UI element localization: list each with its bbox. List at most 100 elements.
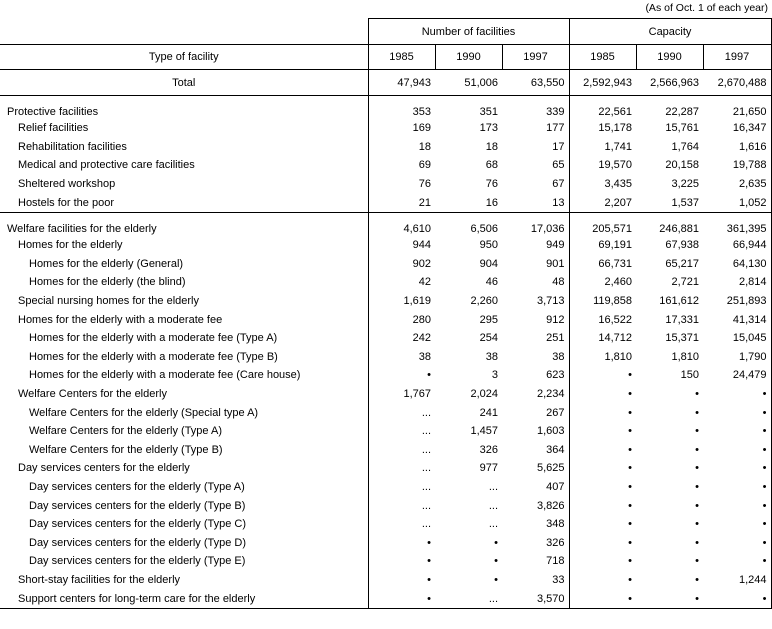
row-label: Welfare Centers for the elderly (Type A) — [29, 425, 222, 438]
data-row: Homes for the elderly with a moderate fe… — [0, 328, 772, 348]
cell: 2,566,963 — [636, 69, 704, 96]
cell: 977 — [479, 462, 498, 475]
cell: 944 — [367, 235, 435, 255]
cell: 46 — [485, 276, 498, 289]
cell: 19,788 — [703, 156, 772, 175]
cell: • — [568, 533, 637, 553]
cell: 2,024 — [470, 388, 498, 401]
data-row: Day services centers for the elderly (Ty… — [0, 477, 772, 497]
data-row: Day services centers for the elderly... 9… — [0, 459, 772, 478]
cell: • — [695, 443, 700, 456]
cell: 1,052 — [703, 193, 772, 213]
cell: 13 — [552, 196, 565, 209]
cell: 623 — [546, 369, 565, 382]
cell: 5,625 — [537, 462, 565, 475]
row-label: Protective facilities — [7, 106, 99, 118]
cell: 64,130 — [703, 254, 772, 274]
cell: • — [568, 496, 637, 515]
cell: • — [703, 514, 772, 534]
data-row: Day services centers for the elderly (Ty… — [0, 514, 772, 534]
cell: 348 — [546, 518, 565, 531]
cell: 1,764 — [671, 140, 700, 153]
data-row: Relief facilities 169 173 177 15,178 15,761 16… — [0, 119, 772, 138]
cell: • — [695, 462, 700, 475]
row-label: Homes for the elderly with a moderate fe… — [18, 313, 223, 326]
cell: 4,610 — [367, 211, 435, 236]
data-row: Rehabilitation facilities 18 18 17 1,741 1,76… — [0, 137, 772, 157]
row-label: Day services centers for the elderly (Ty… — [29, 536, 247, 549]
cell: 17,331 — [665, 313, 700, 326]
cell: 20,158 — [665, 159, 700, 172]
cell: 14,712 — [568, 328, 637, 348]
cell: • — [703, 533, 772, 553]
cell: • — [568, 384, 637, 404]
cell: • — [695, 536, 700, 549]
data-row: Short-stay facilities for the elderly • • 3… — [0, 570, 772, 590]
row-label: Welfare Centers for the elderly (Special… — [29, 406, 259, 419]
cell: 950 — [479, 239, 498, 252]
cell: 2,207 — [568, 193, 637, 213]
cell: 1,616 — [703, 137, 772, 157]
cell: • — [695, 499, 700, 512]
cell: 76 — [367, 174, 435, 194]
cell: 177 — [546, 122, 565, 135]
cell: 1,767 — [367, 384, 435, 404]
cell: • — [703, 384, 772, 404]
cell: • — [568, 570, 637, 590]
cell: 48 — [552, 276, 565, 289]
cell: 2,460 — [568, 273, 637, 292]
cell: • — [568, 403, 637, 422]
data-row: Medical and protective care facilities 69… — [0, 156, 772, 175]
cell: 41,314 — [703, 310, 772, 329]
cell: 407 — [546, 480, 565, 493]
note: (As of Oct. 1 of each year) — [645, 2, 768, 14]
group-header: Number of facilities — [367, 18, 570, 45]
cell: • — [695, 406, 700, 419]
cell: ... — [367, 421, 435, 441]
cell: 904 — [479, 257, 498, 270]
cell: 18 — [367, 137, 435, 157]
year-header: 1997 — [501, 44, 570, 70]
cell: ... — [367, 459, 435, 478]
cell: 2,592,943 — [568, 69, 637, 96]
cell: 65 — [552, 159, 565, 172]
cell: ... — [488, 499, 498, 512]
cell: 339 — [546, 106, 565, 118]
cell: ... — [367, 477, 435, 497]
row-label: Day services centers for the elderly (Ty… — [29, 518, 247, 531]
row-label: Support centers for long-term care for t… — [0, 589, 368, 609]
cell: 3,225 — [671, 178, 700, 191]
cell: 68 — [485, 159, 498, 172]
cell: 1,810 — [671, 350, 700, 363]
year-header: 1997 — [702, 44, 772, 70]
cell: 280 — [367, 310, 435, 329]
cell: 17 — [552, 140, 565, 153]
cell: 205,571 — [568, 211, 637, 236]
cell: ... — [367, 440, 435, 460]
cell: 241 — [479, 406, 498, 419]
cell: • — [568, 421, 637, 441]
cell: 2,721 — [671, 276, 700, 289]
cell: 76 — [485, 178, 498, 191]
header-blank — [0, 19, 368, 45]
cell: 15,761 — [665, 122, 700, 135]
cell: 22,287 — [665, 106, 700, 118]
total-row: Total 47,943 51,006 63,550 2,592,943 2,566,96… — [0, 69, 772, 96]
cell: ... — [488, 480, 498, 493]
row-label: Total — [0, 69, 368, 96]
data-row: Welfare Centers for the elderly (Type A)… — [0, 421, 772, 441]
row-label: Hostels for the poor — [18, 196, 114, 209]
cell: 251 — [546, 332, 565, 345]
data-row: Day services centers for the elderly (Ty… — [0, 533, 772, 553]
row-label: Rehabilitation facilities — [18, 140, 127, 153]
cell: 33 — [552, 573, 565, 586]
cell: • — [568, 552, 637, 571]
cell: 173 — [479, 122, 498, 135]
cell: 1,603 — [537, 425, 565, 438]
group-header: Capacity — [568, 18, 772, 45]
cell: 16,347 — [703, 119, 772, 138]
cell: 251,893 — [703, 291, 772, 311]
cell: • — [703, 403, 772, 422]
cell: • — [695, 388, 700, 401]
